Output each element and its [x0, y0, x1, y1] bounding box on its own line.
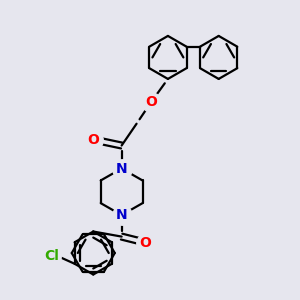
Text: O: O [140, 236, 152, 250]
Text: N: N [116, 208, 127, 222]
Text: N: N [116, 161, 127, 176]
Text: Cl: Cl [44, 249, 59, 263]
Text: O: O [87, 133, 99, 146]
Text: O: O [146, 94, 158, 109]
